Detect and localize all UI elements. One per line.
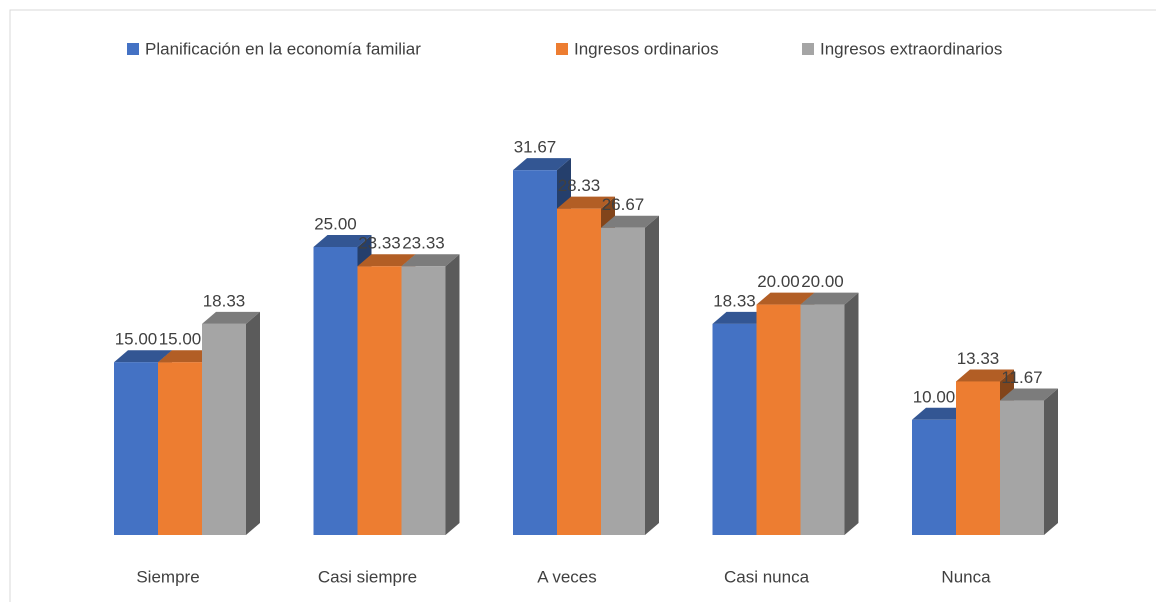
- bar-top: [313, 235, 372, 247]
- legend-label: Planificación en la economía familiar: [145, 39, 421, 58]
- data-label: 20.00: [757, 272, 800, 291]
- data-label: 18.33: [713, 291, 756, 310]
- bar-side: [1044, 388, 1058, 535]
- bar: [1000, 400, 1044, 535]
- bar-side: [246, 311, 260, 535]
- data-label: 18.33: [203, 291, 246, 310]
- bar-top: [712, 311, 771, 324]
- legend-swatch: [556, 43, 568, 55]
- data-label: 11.67: [1001, 368, 1042, 387]
- bar-top: [601, 215, 659, 228]
- legend-swatch: [802, 43, 814, 55]
- data-label: 20.00: [801, 272, 844, 291]
- bar-top: [956, 369, 1014, 382]
- bar-top: [513, 158, 571, 171]
- bar: [114, 362, 158, 535]
- bar: [513, 170, 557, 535]
- data-label: 31.67: [514, 138, 557, 157]
- bar: [401, 266, 446, 535]
- x-tick-label: A veces: [537, 567, 597, 586]
- bar: [912, 419, 956, 535]
- bar: [956, 381, 1000, 535]
- bar-top: [202, 311, 260, 324]
- bar: [601, 227, 645, 535]
- bar-top: [158, 350, 216, 363]
- x-tick-label: Casi nunca: [724, 567, 810, 586]
- bar-top: [401, 254, 460, 267]
- data-label: 26.67: [602, 195, 645, 214]
- bar: [712, 323, 757, 535]
- legend-swatch: [127, 43, 139, 55]
- bar-top: [1000, 388, 1058, 401]
- x-tick-label: Casi siempre: [318, 567, 417, 586]
- bar-side: [844, 292, 859, 535]
- bar-top: [756, 292, 815, 305]
- legend-label: Ingresos ordinarios: [574, 39, 719, 58]
- chart-border: [9, 9, 1156, 602]
- data-label: 23.33: [402, 234, 445, 253]
- data-label: 15.00: [115, 330, 158, 349]
- data-label: 25.00: [314, 214, 357, 233]
- legend-label: Ingresos extraordinarios: [820, 39, 1002, 58]
- bar: [158, 362, 202, 535]
- data-label: 13.33: [957, 349, 1000, 368]
- data-label: 15.00: [159, 330, 202, 349]
- bar-top: [800, 292, 859, 305]
- x-tick-label: Nunca: [941, 567, 991, 586]
- bar: [202, 323, 246, 535]
- data-label: 10.00: [913, 387, 956, 406]
- bar: [756, 304, 801, 535]
- data-label: 28.33: [558, 176, 601, 195]
- bar-top: [557, 196, 615, 209]
- x-tick-label: Siempre: [136, 567, 199, 586]
- bar-top: [357, 254, 416, 267]
- bar: [557, 208, 601, 535]
- bar: [800, 304, 845, 535]
- bar-side: [645, 215, 659, 535]
- bar: [357, 266, 402, 535]
- bar: [313, 247, 358, 535]
- bar-top: [912, 407, 970, 420]
- data-label: 23.33: [358, 234, 401, 253]
- bar-side: [445, 254, 460, 535]
- bar-top: [114, 350, 172, 363]
